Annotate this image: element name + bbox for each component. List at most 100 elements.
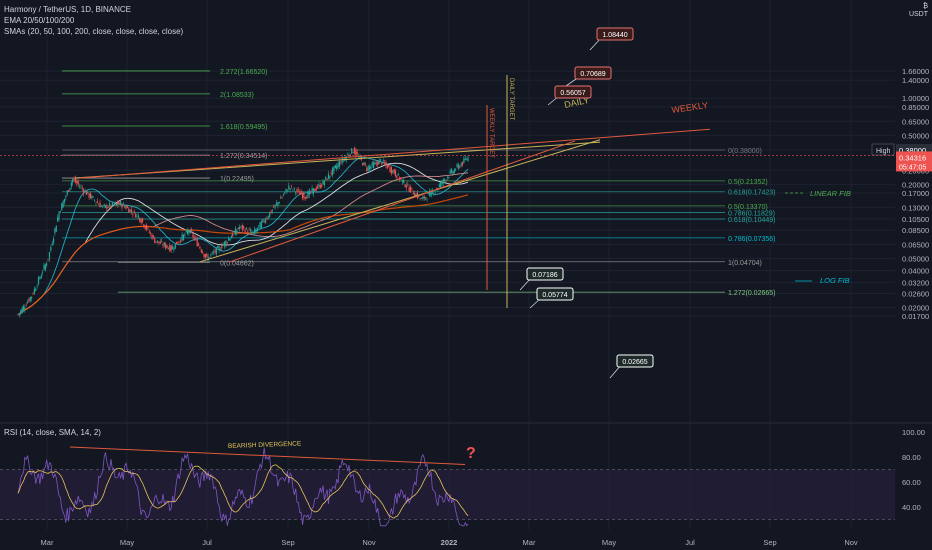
candle-body	[258, 225, 260, 227]
high-value: 0.38000	[899, 146, 926, 155]
candle-body	[375, 163, 377, 164]
time-tick: Mar	[41, 538, 54, 547]
symbol-title[interactable]: Harmony / TetherUS, 1D, BINANCE	[4, 5, 132, 14]
candle-body	[303, 192, 305, 198]
candle-body	[450, 169, 453, 173]
price-tick: 1.66000	[902, 67, 929, 76]
candle-body	[255, 229, 257, 234]
candle-body	[366, 168, 368, 171]
candle-body	[154, 238, 156, 244]
target-value: 0.70689	[580, 71, 605, 78]
target-box	[616, 354, 654, 368]
candle-body	[256, 228, 258, 231]
target-value: 0.56057	[560, 90, 585, 97]
candle-body	[347, 154, 349, 156]
ema-indicator-label[interactable]: EMA 20/50/100/200	[4, 16, 75, 25]
price-tick: 0.08500	[902, 226, 929, 235]
candle-body	[352, 152, 354, 154]
candle-body	[430, 190, 432, 197]
candle-body	[93, 200, 96, 201]
candle-body	[200, 249, 202, 253]
target-value: 1.08440	[602, 32, 627, 39]
candle-body	[429, 190, 431, 196]
price-tick: 0.50000	[902, 131, 929, 140]
candle-body	[440, 181, 442, 188]
candle-body	[119, 200, 122, 205]
candle-body	[100, 205, 103, 207]
candle-body	[404, 184, 406, 188]
candle-body	[270, 210, 272, 214]
candle-body	[99, 202, 101, 208]
target-box	[554, 85, 592, 99]
candle-body	[411, 187, 413, 189]
candle-body	[152, 235, 155, 237]
candle-body	[109, 203, 111, 206]
candle-body	[139, 217, 141, 222]
candle-body	[102, 205, 104, 207]
log-fib-label: LOG FIB	[820, 276, 850, 285]
candle-body	[206, 253, 208, 257]
candle-body	[453, 169, 455, 174]
candle-body	[325, 176, 327, 180]
candle-body	[362, 163, 364, 166]
candle-body	[316, 186, 319, 189]
weekly-target-label: WEEKLY TARGET	[488, 108, 494, 158]
price-tick: 0.10500	[902, 215, 929, 224]
candle-body	[169, 244, 171, 252]
candle-body	[114, 202, 116, 204]
candle-body	[329, 175, 331, 178]
currency-label[interactable]: ₿ USDT	[909, 3, 928, 19]
candle-body	[171, 246, 174, 250]
candle-body	[337, 163, 339, 168]
rsi-tick: 60.00	[902, 478, 921, 487]
fib-label: 2(1.08533)	[220, 92, 254, 99]
candle-body	[52, 238, 55, 243]
candle-body	[397, 173, 399, 176]
candle-body	[449, 170, 451, 174]
candle-body	[452, 171, 454, 175]
candle-body	[188, 230, 190, 233]
candle-body	[277, 202, 279, 206]
candle-body	[394, 170, 397, 177]
candle-body	[306, 197, 308, 199]
candle-body	[370, 166, 372, 169]
candle-body	[367, 166, 369, 172]
rsi-indicator-label[interactable]: RSI (14, close, SMA, 14, 2)	[4, 428, 101, 437]
time-tick: 2022	[441, 538, 458, 547]
candle-body	[226, 242, 228, 244]
candle-body	[42, 272, 44, 273]
candle-body	[301, 193, 304, 199]
candle-body	[202, 251, 204, 254]
daily-lower-trendline	[199, 139, 601, 263]
chart-legend: Harmony / TetherUS, 1D, BINANCE EMA 20/5…	[4, 4, 183, 37]
candle-body	[266, 218, 268, 219]
candle-body	[448, 176, 450, 178]
candle-body	[249, 229, 252, 232]
candle-body	[130, 209, 133, 212]
candle-body	[195, 237, 197, 239]
candle-body	[170, 245, 172, 251]
fib-right-label: 0.786(0.11829)	[728, 210, 775, 217]
candle-body	[22, 305, 25, 311]
candle-body	[189, 229, 191, 233]
candle-body	[59, 211, 62, 213]
candle-body	[115, 203, 118, 206]
candle-body	[308, 190, 310, 196]
fib-label: 1.272(0.34514)	[220, 153, 267, 160]
candle-body	[48, 252, 51, 259]
candle-body	[40, 275, 42, 279]
sma-indicator-label[interactable]: SMAs (20, 50, 100, 200, close, close, cl…	[4, 27, 184, 36]
candle-body	[373, 162, 375, 168]
candle-body	[187, 230, 189, 235]
candle-body	[91, 195, 93, 199]
candle-body	[351, 148, 353, 154]
candle-body	[104, 204, 107, 208]
candle-body	[422, 196, 424, 199]
candle-body	[345, 156, 347, 161]
price-tick: 0.17000	[902, 189, 929, 198]
bitcoin-icon: ₿	[922, 3, 928, 10]
candle-body	[107, 207, 109, 208]
candle-body	[36, 286, 38, 287]
current-price-box	[896, 151, 932, 172]
